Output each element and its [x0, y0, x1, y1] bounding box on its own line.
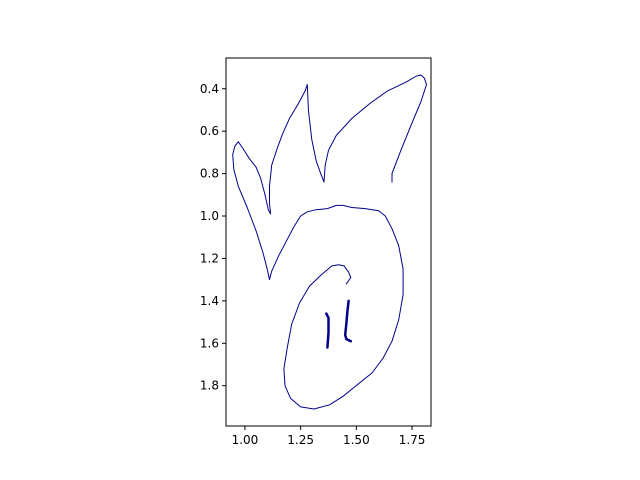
stroke-series-3 [343, 299, 353, 343]
x-tick-label: 1.25 [287, 433, 314, 447]
axes-frame [225, 57, 432, 427]
y-tick-label: 1.2 [200, 251, 219, 265]
y-tick-label: 1.4 [200, 294, 219, 308]
y-tick-label: 1.8 [200, 379, 219, 393]
x-tick-label: 1.00 [232, 433, 259, 447]
x-tick-label: 1.75 [399, 433, 426, 447]
y-tick-label: 0.6 [200, 124, 219, 138]
y-tick-label: 0.4 [200, 82, 219, 96]
y-tick-label: 1.6 [200, 336, 219, 350]
stroke-series-2 [325, 312, 330, 349]
x-axis: 1.00 1.25 1.50 1.75 [232, 426, 426, 447]
stroke-series-1 [232, 74, 427, 410]
y-axis: 0.4 0.6 0.8 1.0 1.2 1.4 1.6 1.8 [200, 82, 226, 393]
y-tick-label: 0.8 [200, 167, 219, 181]
y-tick-label: 1.0 [200, 209, 219, 223]
plot-area [232, 74, 427, 410]
x-tick-label: 1.50 [343, 433, 370, 447]
